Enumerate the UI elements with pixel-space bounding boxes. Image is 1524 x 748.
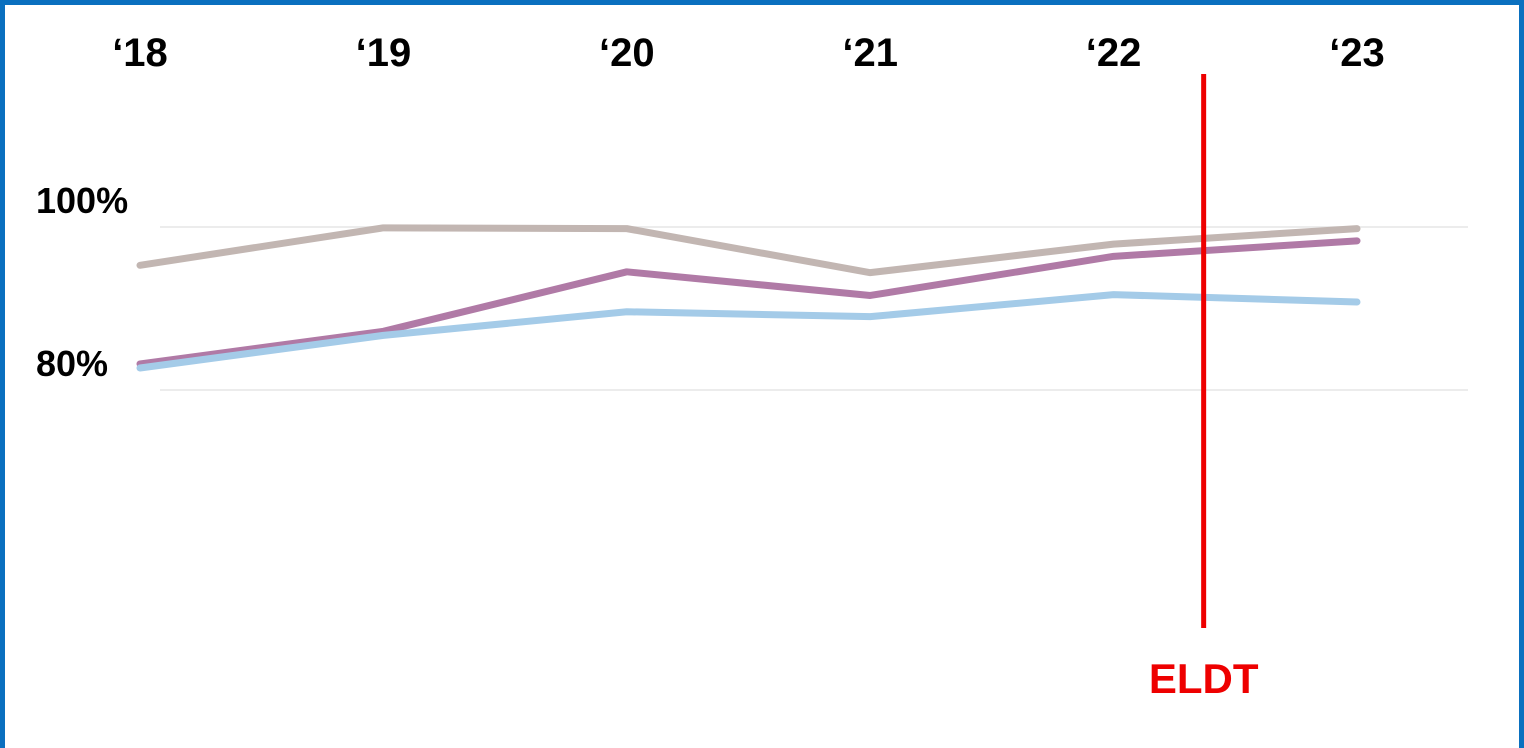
y-tick-label: 80%: [36, 343, 108, 384]
y-axis-tick-labels: 80% 100%: [36, 180, 128, 384]
y-tick-label: 100%: [36, 180, 128, 221]
x-tick-label: ‘19: [356, 31, 412, 75]
series-line-1: [136, 224, 1361, 277]
x-tick-label: ‘23: [1329, 31, 1385, 75]
x-tick-label: ‘20: [599, 31, 655, 75]
x-tick-label: ‘18: [112, 31, 168, 75]
series-lines: [136, 224, 1361, 372]
x-tick-label: ‘22: [1086, 31, 1142, 75]
gridlines: [160, 226, 1468, 391]
x-axis-tick-labels: ‘18 ‘19 ‘20 ‘21 ‘22 ‘23: [112, 31, 1385, 75]
x-tick-label: ‘21: [842, 31, 898, 75]
series-line-3: [136, 291, 1361, 372]
annotations: ELDT: [1149, 74, 1259, 702]
series-line-2: [136, 237, 1361, 368]
annotation-label: ELDT: [1149, 655, 1259, 702]
